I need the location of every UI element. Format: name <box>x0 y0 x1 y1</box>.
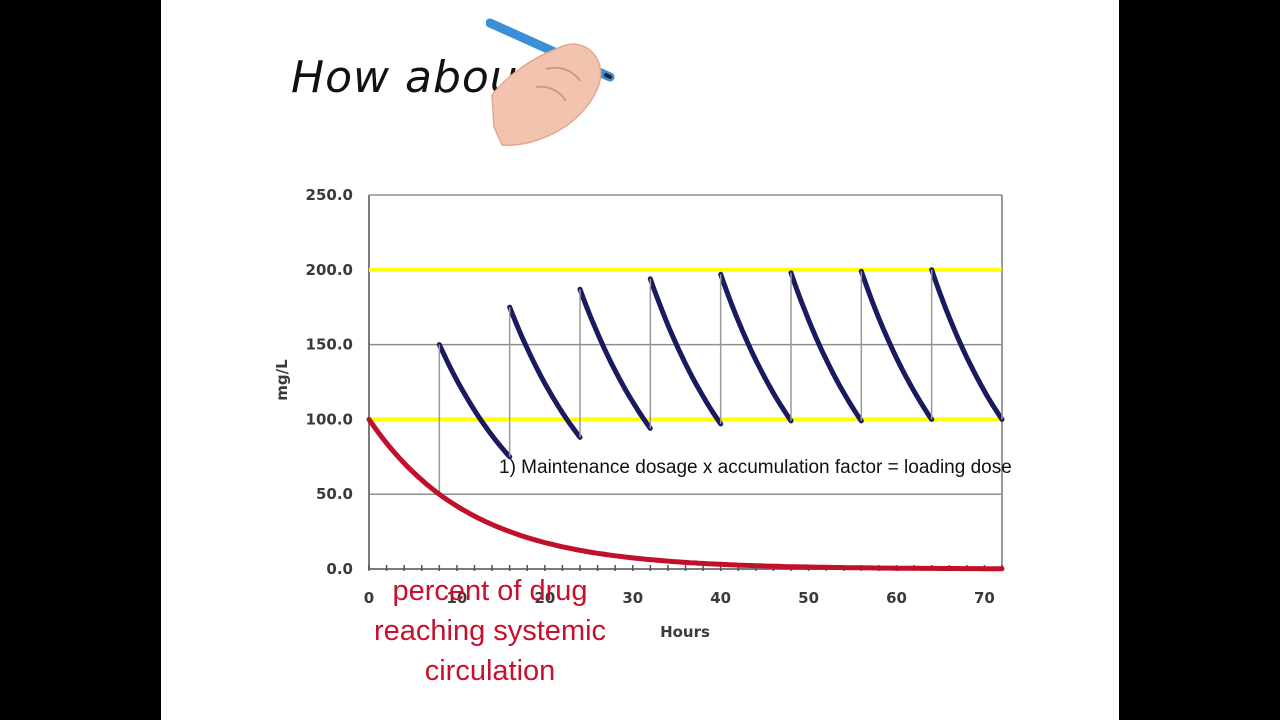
y-tick-label: 0.0 <box>326 560 353 578</box>
maintenance-dose-segment <box>858 268 935 422</box>
red-note: percent of drug reaching systemic circul… <box>373 575 607 687</box>
y-tick-label: 200.0 <box>306 261 353 279</box>
x-tick-label: 70 <box>974 589 995 607</box>
maintenance-dose-segment <box>788 270 864 424</box>
x-tick-label: 40 <box>710 589 731 607</box>
x-tick-label: 30 <box>622 589 643 607</box>
annotation-text: 1) Maintenance dosage x accumulation fac… <box>499 457 1012 478</box>
maintenance-dose-segment <box>436 342 513 460</box>
y-tick-label: 150.0 <box>306 336 353 354</box>
maintenance-dose-segment <box>647 276 724 427</box>
x-tick-label: 60 <box>886 589 907 607</box>
y-axis-label: mg/L <box>273 359 291 401</box>
slide-canvas: 250.0 200.0 150.0 100.0 50.0 0.0 0 10 20 30 40 50 60… <box>161 0 1119 720</box>
slide-title: How abou <box>291 52 519 103</box>
chart: 250.0 200.0 150.0 100.0 50.0 0.0 0 10 20 30 40 50 60… <box>273 186 1005 641</box>
drawing-hand-icon <box>486 18 615 146</box>
x-tick-label: 20 <box>534 589 555 607</box>
x-tick-label: 10 <box>446 589 467 607</box>
maintenance-dose-segment <box>507 304 583 440</box>
y-tick-label: 50.0 <box>316 485 353 503</box>
x-tick-label: 50 <box>798 589 819 607</box>
y-tick-label: 250.0 <box>306 186 353 204</box>
x-axis-label: Hours <box>660 623 710 641</box>
y-tick-label: 100.0 <box>306 410 353 428</box>
maintenance-dose-segment <box>577 286 653 431</box>
maintenance-dose-segment <box>929 267 1005 422</box>
maintenance-dose-segment <box>718 271 794 424</box>
single-dose-curve <box>366 416 1005 572</box>
x-tick-label: 0 <box>364 589 374 607</box>
